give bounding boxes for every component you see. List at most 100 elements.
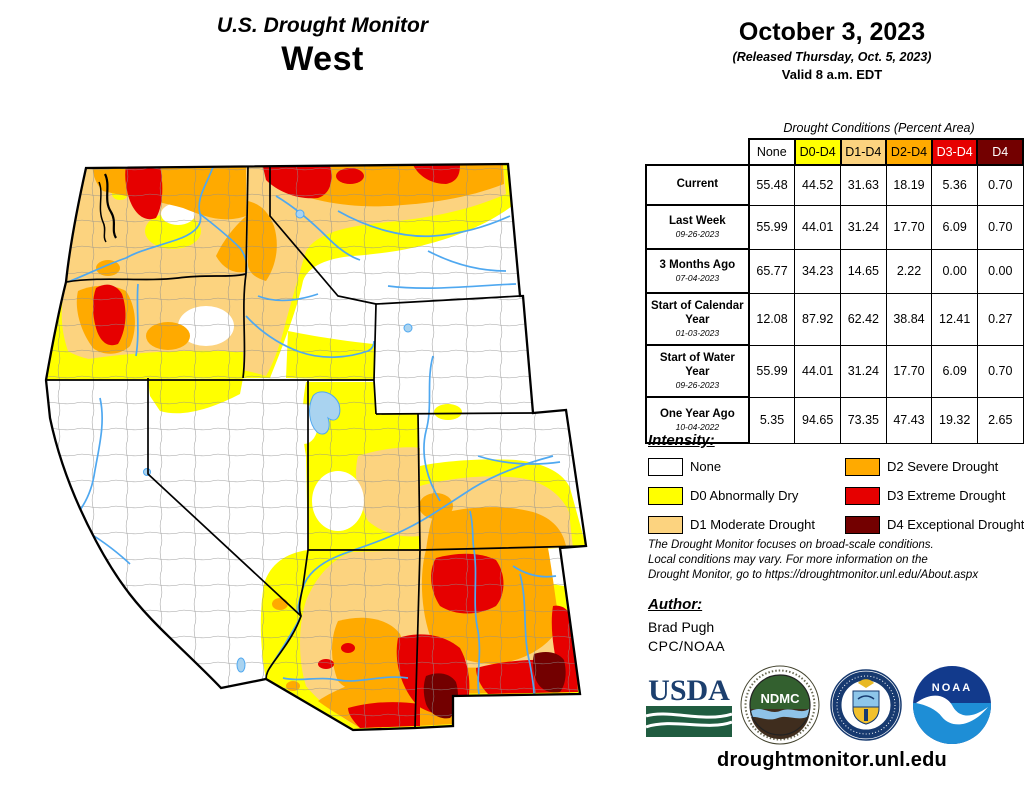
table-cell: 17.70 [885, 344, 933, 398]
table-cell: 2.65 [976, 396, 1024, 444]
legend-item-d3: D3 Extreme Drought [845, 485, 1024, 506]
state-borders [46, 165, 587, 729]
valid-time: Valid 8 a.m. EDT [781, 67, 883, 82]
author-name: Brad Pugh [648, 619, 715, 635]
great-salt-lake [309, 391, 341, 435]
drought-map [8, 156, 644, 784]
table-cell: 55.99 [748, 204, 796, 250]
legend-item-d4: D4 Exceptional Drought [845, 514, 1024, 535]
region-outline [44, 162, 588, 732]
flathead-lake [295, 209, 305, 219]
disclaimer-line: Drought Monitor, go to https://droughtmo… [648, 568, 979, 581]
disclaimer-line: Local conditions may vary. For more info… [648, 553, 928, 566]
region-title: West [281, 40, 364, 78]
west-region-map-svg [44, 162, 588, 732]
col-header-d2d4: D2-D4 [885, 138, 933, 166]
table-cell: 5.36 [931, 164, 978, 206]
table-cell: 31.24 [840, 344, 887, 398]
row-label-current: Current [645, 164, 750, 206]
table-cell: 44.01 [794, 344, 841, 398]
author-org: CPC/NOAA [648, 638, 726, 654]
usda-logo: USDA [646, 674, 732, 737]
col-header-d4: D4 [976, 138, 1024, 166]
table-cell: 14.65 [840, 248, 887, 294]
table-caption: Drought Conditions (Percent Area) [783, 121, 975, 135]
table-cell: 0.70 [976, 164, 1024, 206]
legend-item-d1: D1 Moderate Drought [648, 514, 815, 535]
table-cell: 47.43 [885, 396, 933, 444]
row-label-3-months-ago: 3 Months Ago 07-04-2023 [645, 248, 750, 294]
salton-sea [236, 657, 246, 673]
ndmc-logo: NDMC [740, 665, 820, 745]
author-heading: Author: [648, 596, 703, 613]
table-cell: 6.09 [931, 344, 978, 398]
row-label-last-week: Last Week 09-26-2023 [645, 204, 750, 250]
table-cell: 34.23 [794, 248, 841, 294]
noaa-logo: NOAA [913, 666, 991, 744]
table-cell: 55.48 [748, 164, 796, 206]
released-date: (Released Thursday, Oct. 5, 2023) [732, 50, 932, 64]
table-cell: 0.70 [976, 344, 1024, 398]
legend-item-d0: D0 Abnormally Dry [648, 485, 815, 506]
d4-swatch [845, 515, 880, 534]
d3-swatch [845, 486, 880, 505]
table-cell: 31.63 [840, 164, 887, 206]
row-label-start-calendar-year: Start of Calendar Year 01-03-2023 [645, 292, 750, 346]
col-header-none: None [747, 138, 796, 166]
county-lines-texture [46, 164, 586, 730]
table-cell: 44.52 [794, 164, 841, 206]
row-label-start-water-year: Start of Water Year 09-26-2023 [645, 344, 750, 398]
drought-conditions-table: None D0-D4 D1-D4 D2-D4 D3-D4 D4 Current … [645, 138, 1024, 444]
table-cell: 38.84 [885, 292, 933, 346]
disclaimer: The Drought Monitor focuses on broad-sca… [648, 538, 1020, 583]
puget-sound [103, 173, 117, 239]
yellowstone-lake [403, 323, 413, 333]
table-cell: 73.35 [840, 396, 887, 444]
ndmc-logo-text: NDMC [761, 691, 801, 706]
table-cell: 2.22 [885, 248, 933, 294]
table-cell: 0.00 [976, 248, 1024, 294]
table-cell: 65.77 [748, 248, 796, 294]
footer-url: droughtmonitor.unl.edu [717, 749, 947, 771]
table-cell: 44.01 [794, 204, 841, 250]
drought-severity-layers [46, 164, 586, 730]
d0-swatch [648, 486, 683, 505]
col-header-d1d4: D1-D4 [839, 138, 888, 166]
logo-row: USDA NDMC [640, 661, 1024, 745]
table-cell: 12.08 [748, 292, 796, 346]
table-cell: 0.70 [976, 204, 1024, 250]
map-date: October 3, 2023 [738, 18, 926, 46]
table-cell: 0.27 [976, 292, 1024, 346]
table-cell: 0.00 [931, 248, 978, 294]
date-block: October 3, 2023 (Released Thursday, Oct.… [640, 18, 1024, 82]
d2-swatch [845, 457, 880, 476]
usda-logo-text: USDA [648, 674, 730, 707]
table-cell: 12.41 [931, 292, 978, 346]
table-corner-cell [646, 139, 749, 165]
col-header-d3d4: D3-D4 [930, 138, 979, 166]
table-cell: 55.99 [748, 344, 796, 398]
table-cell: 87.92 [794, 292, 841, 346]
row-label-one-year-ago: One Year Ago 10-04-2022 [645, 396, 750, 444]
d1-swatch [648, 515, 683, 534]
table-cell: 5.35 [748, 396, 796, 444]
table-cell: 6.09 [931, 204, 978, 250]
table-cell: 19.32 [931, 396, 978, 444]
table-cell: 94.65 [794, 396, 841, 444]
legend-item-d2: D2 Severe Drought [845, 456, 1024, 477]
table-cell: 31.24 [840, 204, 887, 250]
legend-item-none: None [648, 456, 815, 477]
disclaimer-line: The Drought Monitor focuses on broad-sca… [648, 539, 934, 551]
commerce-seal-logo [830, 669, 902, 741]
rivers [67, 166, 561, 695]
noaa-logo-text: NOAA [932, 682, 972, 694]
intensity-heading: Intensity: [648, 432, 715, 449]
table-cell: 17.70 [885, 204, 933, 250]
page-title: U.S. Drought Monitor [216, 14, 429, 37]
info-panel: October 3, 2023 (Released Thursday, Oct.… [640, 18, 1024, 788]
table-cell: 18.19 [885, 164, 933, 206]
none-swatch [648, 457, 683, 476]
table-cell: 62.42 [840, 292, 887, 346]
col-header-d0d4: D0-D4 [793, 138, 842, 166]
map-title-block: U.S. Drought Monitor West [0, 14, 645, 79]
